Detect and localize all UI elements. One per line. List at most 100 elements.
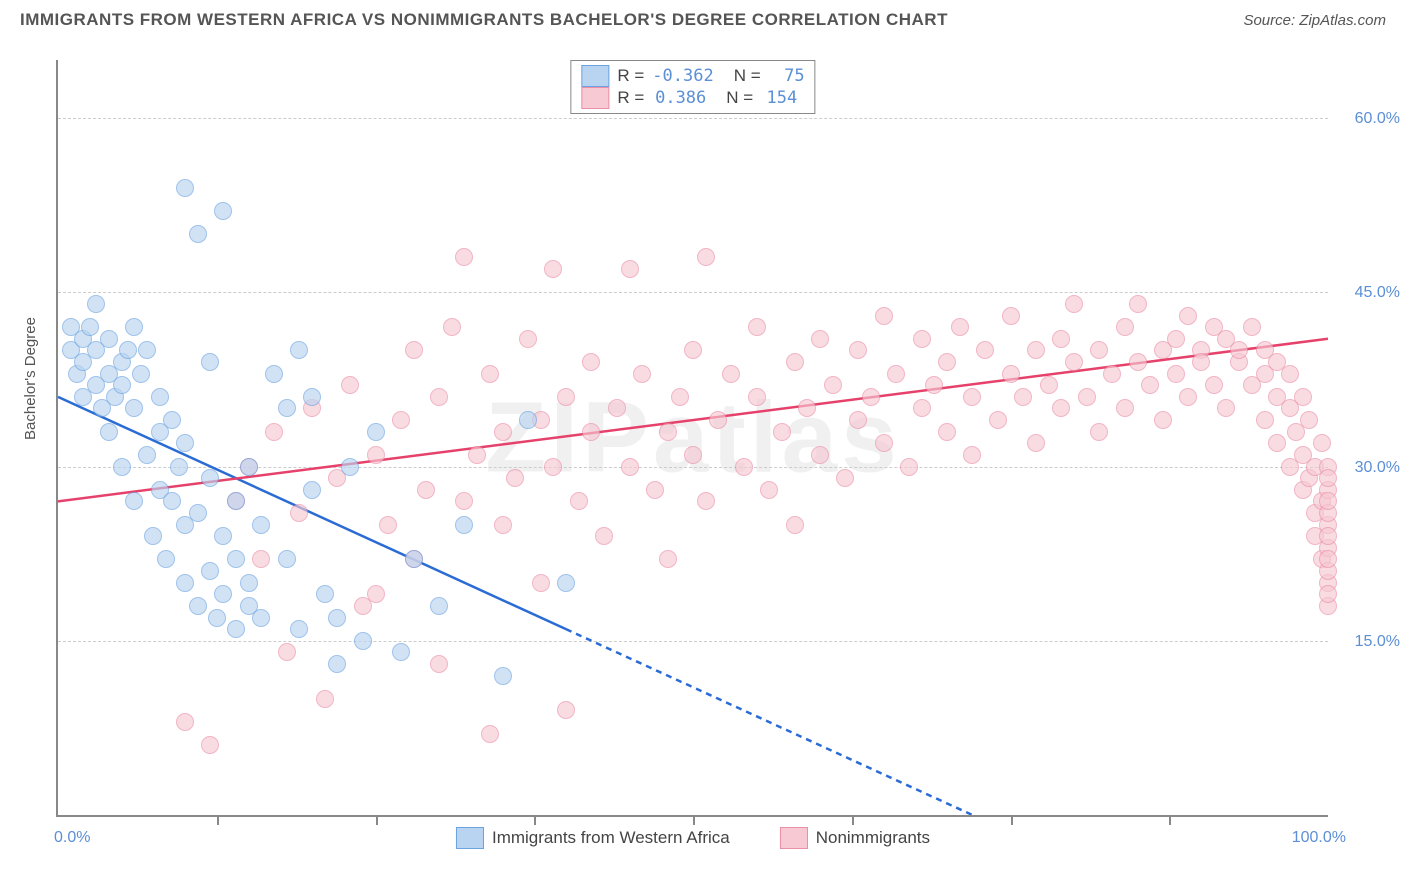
data-point	[316, 585, 334, 603]
series-a-name: Immigrants from Western Africa	[492, 828, 730, 848]
data-point	[481, 365, 499, 383]
data-point	[595, 527, 613, 545]
source-label: Source: ZipAtlas.com	[1243, 12, 1386, 29]
legend-n-label-2: N =	[726, 88, 753, 108]
data-point	[189, 504, 207, 522]
legend-r-b: 0.386	[652, 88, 706, 108]
data-point	[811, 330, 829, 348]
data-point	[481, 725, 499, 743]
data-point	[278, 399, 296, 417]
y-tick-label: 45.0%	[1336, 284, 1400, 302]
legend-r-label: R =	[617, 66, 644, 86]
data-point	[1313, 434, 1331, 452]
data-point	[494, 516, 512, 534]
data-point	[925, 376, 943, 394]
data-point	[836, 469, 854, 487]
data-point	[684, 341, 702, 359]
x-axis-min-label: 0.0%	[54, 829, 90, 847]
data-point	[1027, 341, 1045, 359]
data-point	[176, 434, 194, 452]
data-point	[252, 550, 270, 568]
data-point	[659, 550, 677, 568]
data-point	[1192, 353, 1210, 371]
data-point	[1319, 550, 1337, 568]
data-point	[1167, 365, 1185, 383]
data-point	[735, 458, 753, 476]
trend-lines	[58, 60, 1328, 815]
data-point	[1129, 295, 1147, 313]
data-point	[1300, 411, 1318, 429]
data-point	[494, 667, 512, 685]
data-point	[519, 411, 537, 429]
data-point	[963, 388, 981, 406]
data-point	[430, 655, 448, 673]
data-point	[278, 550, 296, 568]
legend-swatch-b	[581, 87, 609, 109]
data-point	[1116, 318, 1134, 336]
data-point	[227, 620, 245, 638]
data-point	[328, 609, 346, 627]
data-point	[1294, 388, 1312, 406]
series-legend: Immigrants from Western Africa Nonimmigr…	[456, 827, 930, 849]
data-point	[405, 341, 423, 359]
data-point	[1179, 388, 1197, 406]
data-point	[684, 446, 702, 464]
data-point	[367, 423, 385, 441]
data-point	[214, 527, 232, 545]
data-point	[1052, 330, 1070, 348]
data-point	[494, 423, 512, 441]
gridline: 45.0%	[58, 292, 1328, 293]
data-point	[621, 458, 639, 476]
data-point	[176, 713, 194, 731]
data-point	[240, 574, 258, 592]
data-point	[697, 248, 715, 266]
data-point	[1268, 434, 1286, 452]
data-point	[303, 388, 321, 406]
data-point	[773, 423, 791, 441]
x-tick	[376, 815, 378, 825]
data-point	[1319, 585, 1337, 603]
data-point	[176, 574, 194, 592]
data-point	[1090, 341, 1108, 359]
data-point	[157, 550, 175, 568]
data-point	[303, 481, 321, 499]
data-point	[455, 248, 473, 266]
data-point	[963, 446, 981, 464]
data-point	[468, 446, 486, 464]
data-point	[201, 736, 219, 754]
data-point	[176, 179, 194, 197]
x-tick	[852, 815, 854, 825]
data-point	[875, 307, 893, 325]
data-point	[227, 550, 245, 568]
data-point	[290, 341, 308, 359]
data-point	[189, 225, 207, 243]
data-point	[570, 492, 588, 510]
x-tick	[534, 815, 536, 825]
data-point	[354, 632, 372, 650]
data-point	[1141, 376, 1159, 394]
data-point	[1243, 318, 1261, 336]
data-point	[455, 492, 473, 510]
data-point	[976, 341, 994, 359]
data-point	[201, 469, 219, 487]
gridline: 60.0%	[58, 118, 1328, 119]
y-tick-label: 60.0%	[1336, 110, 1400, 128]
data-point	[1319, 469, 1337, 487]
data-point	[1002, 365, 1020, 383]
data-point	[557, 701, 575, 719]
y-tick-label: 30.0%	[1336, 459, 1400, 477]
chart-title: IMMIGRANTS FROM WESTERN AFRICA VS NONIMM…	[20, 10, 948, 30]
data-point	[430, 388, 448, 406]
data-point	[1154, 411, 1172, 429]
data-point	[582, 353, 600, 371]
data-point	[125, 318, 143, 336]
data-point	[170, 458, 188, 476]
data-point	[227, 492, 245, 510]
x-tick	[1011, 815, 1013, 825]
data-point	[798, 399, 816, 417]
legend-r-label-2: R =	[617, 88, 644, 108]
data-point	[849, 341, 867, 359]
data-point	[659, 423, 677, 441]
chart-plot-area: ZIPatlas 15.0%30.0%45.0%60.0% 0.0% 100.0…	[56, 60, 1328, 817]
legend-swatch-b2	[780, 827, 808, 849]
